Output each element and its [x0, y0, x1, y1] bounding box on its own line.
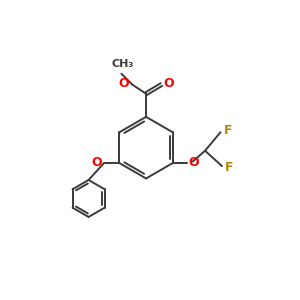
Text: O: O: [188, 156, 199, 169]
Text: O: O: [92, 156, 102, 169]
Text: F: F: [225, 161, 234, 174]
Text: CH₃: CH₃: [112, 59, 134, 69]
Text: O: O: [164, 77, 174, 90]
Text: F: F: [224, 124, 232, 137]
Text: O: O: [118, 77, 129, 90]
